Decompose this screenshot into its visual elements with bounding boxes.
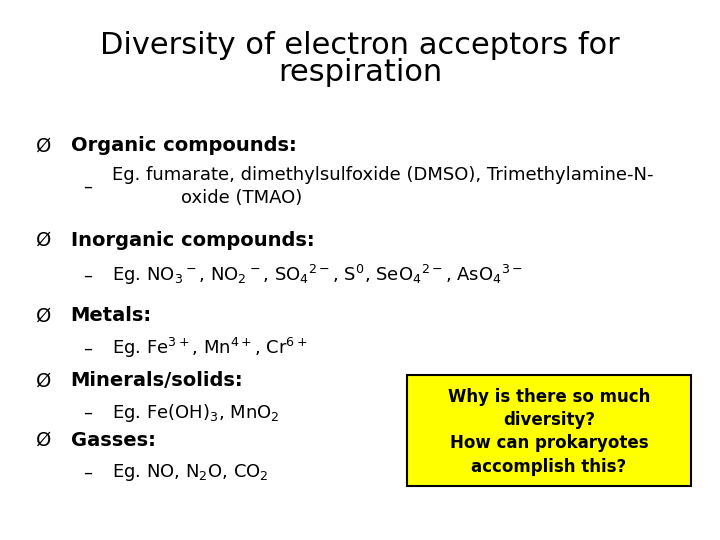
Text: respiration: respiration [278,58,442,87]
Text: Ø: Ø [36,371,51,390]
Text: –: – [83,339,92,357]
Text: Diversity of electron acceptors for: Diversity of electron acceptors for [100,31,620,60]
Text: Minerals/solids:: Minerals/solids: [71,371,243,390]
Text: Eg. NO$_3$$^-$, NO$_2$$^-$, SO$_4$$^{2-}$, S$^0$, SeO$_4$$^{2-}$, AsO$_4$$^{3-}$: Eg. NO$_3$$^-$, NO$_2$$^-$, SO$_4$$^{2-}… [112,264,523,287]
Text: How can prokaryotes
accomplish this?: How can prokaryotes accomplish this? [450,434,648,476]
Text: Ø: Ø [36,430,51,450]
Text: Eg. Fe(OH)$_3$, MnO$_2$: Eg. Fe(OH)$_3$, MnO$_2$ [112,402,279,424]
Text: Organic compounds:: Organic compounds: [71,136,297,156]
Text: –: – [83,177,92,195]
FancyBboxPatch shape [407,375,691,486]
Text: Gasses:: Gasses: [71,430,156,450]
Text: Inorganic compounds:: Inorganic compounds: [71,231,314,250]
Text: Eg. fumarate, dimethylsulfoxide (DMSO), Trimethylamine-N-
            oxide (TMA: Eg. fumarate, dimethylsulfoxide (DMSO), … [112,165,653,207]
Text: Why is there so much
diversity?: Why is there so much diversity? [448,388,650,429]
Text: Eg. Fe$^{3+}$, Mn$^{4+}$, Cr$^{6+}$: Eg. Fe$^{3+}$, Mn$^{4+}$, Cr$^{6+}$ [112,336,307,360]
Text: Eg. NO, N$_2$O, CO$_2$: Eg. NO, N$_2$O, CO$_2$ [112,462,269,483]
Text: –: – [83,404,92,422]
Text: Ø: Ø [36,306,51,326]
Text: Ø: Ø [36,136,51,156]
Text: Ø: Ø [36,231,51,250]
Text: –: – [83,463,92,482]
Text: Metals:: Metals: [71,306,152,326]
Text: –: – [83,266,92,285]
